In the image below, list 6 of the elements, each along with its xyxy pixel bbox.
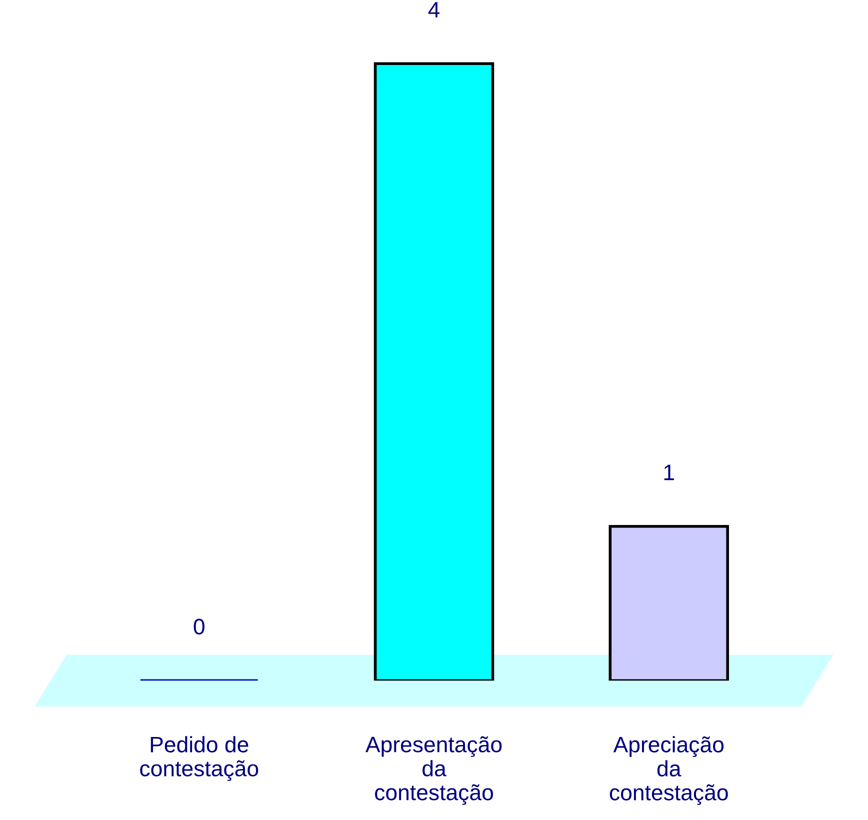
x-tick-label: Apresentação da contestação: [365, 736, 502, 805]
x-tick-label: Pedido de contestação: [140, 736, 258, 781]
data-label: 0: [194, 618, 204, 635]
data-label: 1: [664, 464, 674, 480]
x-tick-label: Apreciação da contestação: [610, 736, 728, 805]
data-label: 4: [428, 2, 440, 18]
